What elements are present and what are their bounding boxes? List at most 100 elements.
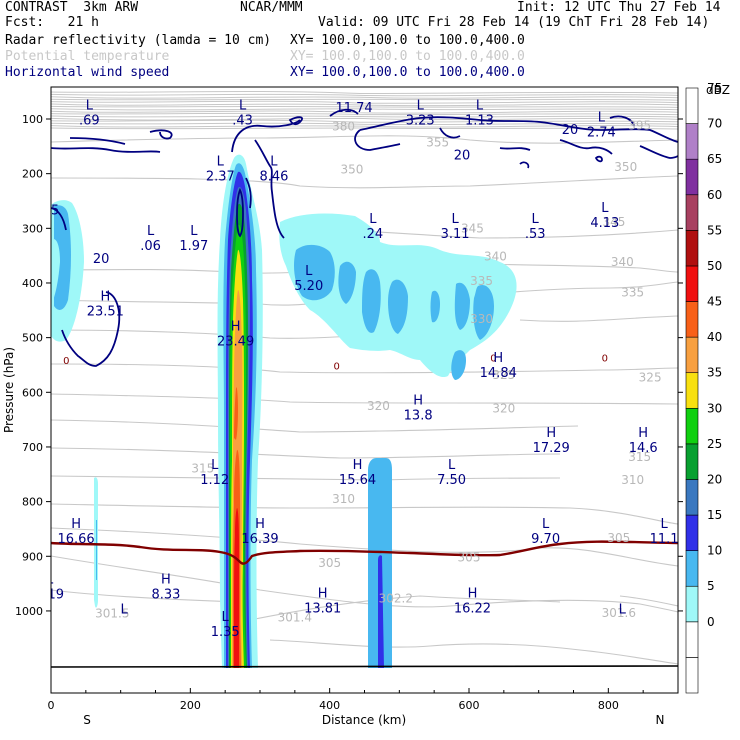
x-axis-title: Distance (km) [322, 713, 406, 727]
extremum-value: 55 [43, 203, 60, 218]
dbz-10-anvil-7 [473, 284, 494, 340]
colorbar-swatch [685, 407, 699, 445]
dbz-15-column [378, 555, 384, 668]
extremum-value: 2.37 [206, 169, 235, 184]
colorbar-swatch [685, 550, 699, 587]
dbz-10-anvil-8 [451, 350, 466, 380]
field-wind-xy: XY= 100.0,100.0 to 100.0,400.0 [290, 65, 525, 80]
theta-upper-line [51, 108, 678, 111]
extremum-type: H [353, 458, 363, 473]
theta-upper-line [51, 96, 678, 99]
x-axis: 0 200 400 600 800 [48, 688, 679, 712]
extremum-type: H [231, 320, 241, 335]
extremum-type: L [369, 212, 377, 227]
valid-time: Valid: 09 UTC Fri 28 Feb 14 (19 ChT Fri … [318, 15, 710, 30]
extremum-type: L [448, 458, 456, 473]
y-tick-label: 800 [22, 496, 43, 509]
reflectivity-shading [51, 154, 517, 669]
extremum-value: 11.1 [650, 532, 679, 547]
extremum-value: 14.6 [629, 441, 658, 456]
colorbar-swatch [685, 194, 699, 231]
zero-contour-label: 0 [602, 353, 608, 364]
theta-upper-line [51, 98, 678, 101]
field-wind-name: Horizontal wind speed [5, 65, 170, 80]
colorbar-label: 5 [707, 579, 715, 593]
extremum-value: 9.70 [531, 532, 560, 547]
colorbar-label: 60 [707, 188, 722, 202]
theta-upper-line [51, 112, 678, 116]
colorbar-label: 75 [707, 81, 722, 95]
colorbar-label: 50 [707, 259, 722, 273]
extremum-value: 1.13 [465, 114, 494, 129]
theta-label: 325 [492, 368, 515, 382]
model-title: CONTRAST 3km ARW [5, 0, 139, 15]
y-tick-label: 600 [22, 386, 43, 399]
extremum-type: L [542, 517, 550, 532]
dbz-10-anvil-5 [430, 290, 440, 323]
colorbar-label: 40 [707, 330, 722, 344]
extremum-value: 16.22 [454, 601, 491, 616]
field-reflectivity-xy: XY= 100.0,100.0 to 100.0,400.0 [290, 33, 525, 48]
x-tick-label: 200 [180, 699, 201, 712]
dbz-50-tower [234, 508, 239, 668]
zero-contour-label: 0 [490, 353, 496, 364]
y-tick-label: 500 [22, 332, 43, 345]
theta-upper-line [51, 105, 678, 108]
wind-contour-label: 20 [454, 149, 471, 164]
extremum-value: 17.29 [533, 441, 570, 456]
theta-upper-line [51, 122, 678, 126]
extremum-value: .43 [232, 114, 253, 129]
theta-upper-line [51, 90, 678, 95]
dbz-10-anvil-2 [338, 261, 356, 304]
extremum-type: H [546, 426, 556, 441]
extremum-value: 8.46 [259, 169, 288, 184]
extremum-value: .69 [79, 114, 100, 129]
theta-upper-line [51, 100, 678, 104]
theta-upper-line [51, 119, 678, 123]
field-reflectivity-name: Radar reflectivity (lamda = 10 cm) [5, 33, 272, 48]
extremum-value: 1.35 [211, 625, 240, 640]
extremum-value: 16.39 [241, 532, 278, 547]
extremum-value: 3.23 [406, 114, 435, 129]
dbz-10-left-upper [54, 205, 71, 310]
theta-label: 345 [461, 221, 484, 235]
extremum-value: 23.51 [87, 304, 124, 319]
y-tick-label: 200 [22, 168, 43, 181]
extremum-type: H [255, 517, 265, 532]
theta-label: 345 [602, 215, 625, 229]
colorbar-label: 45 [707, 295, 722, 309]
theta-label: 350 [614, 160, 637, 174]
x-tick-label: 800 [598, 699, 619, 712]
dbz-10-anvil-3 [362, 269, 381, 333]
wind-speed-contours [51, 108, 678, 367]
colorbar-label: 55 [707, 223, 722, 237]
organization-label: NCAR/MMM [240, 0, 303, 15]
theta-label: 305 [607, 531, 630, 545]
theta-label: 335 [621, 285, 644, 299]
extremum-value: 2.74 [587, 126, 616, 141]
x-tick-label: 0 [48, 699, 55, 712]
extremum-value: 5.20 [294, 279, 323, 294]
theta-upper-line [51, 117, 678, 121]
colorbar-swatch [685, 158, 699, 196]
extremum-value: 16.66 [57, 532, 94, 547]
extremum-type: L [86, 99, 94, 114]
south-end-label: S [83, 713, 91, 727]
theta-label: 395 [628, 119, 651, 133]
field-theta-xy: XY= 100.0,100.0 to 100.0,400.0 [290, 49, 525, 64]
extremum-value: .53 [525, 227, 546, 242]
wind-labels: 20 20 20 [93, 123, 578, 267]
extremum-type: H [493, 351, 503, 366]
extremum-value: 4.13 [590, 216, 619, 231]
y-tick-label: 300 [22, 222, 43, 235]
theta-label: 310 [332, 492, 355, 506]
colorbar-label: 10 [707, 544, 722, 558]
colorbar-swatch [685, 372, 699, 409]
colorbar-swatch [685, 230, 699, 267]
theta-upper-line [51, 93, 678, 97]
theta-label: 301.6 [602, 606, 636, 620]
y-tick-label: 100 [22, 113, 43, 126]
theta-label: 380 [332, 120, 355, 134]
extremum-value: 11.74 [335, 101, 372, 116]
colorbar-label: 0 [707, 615, 715, 629]
